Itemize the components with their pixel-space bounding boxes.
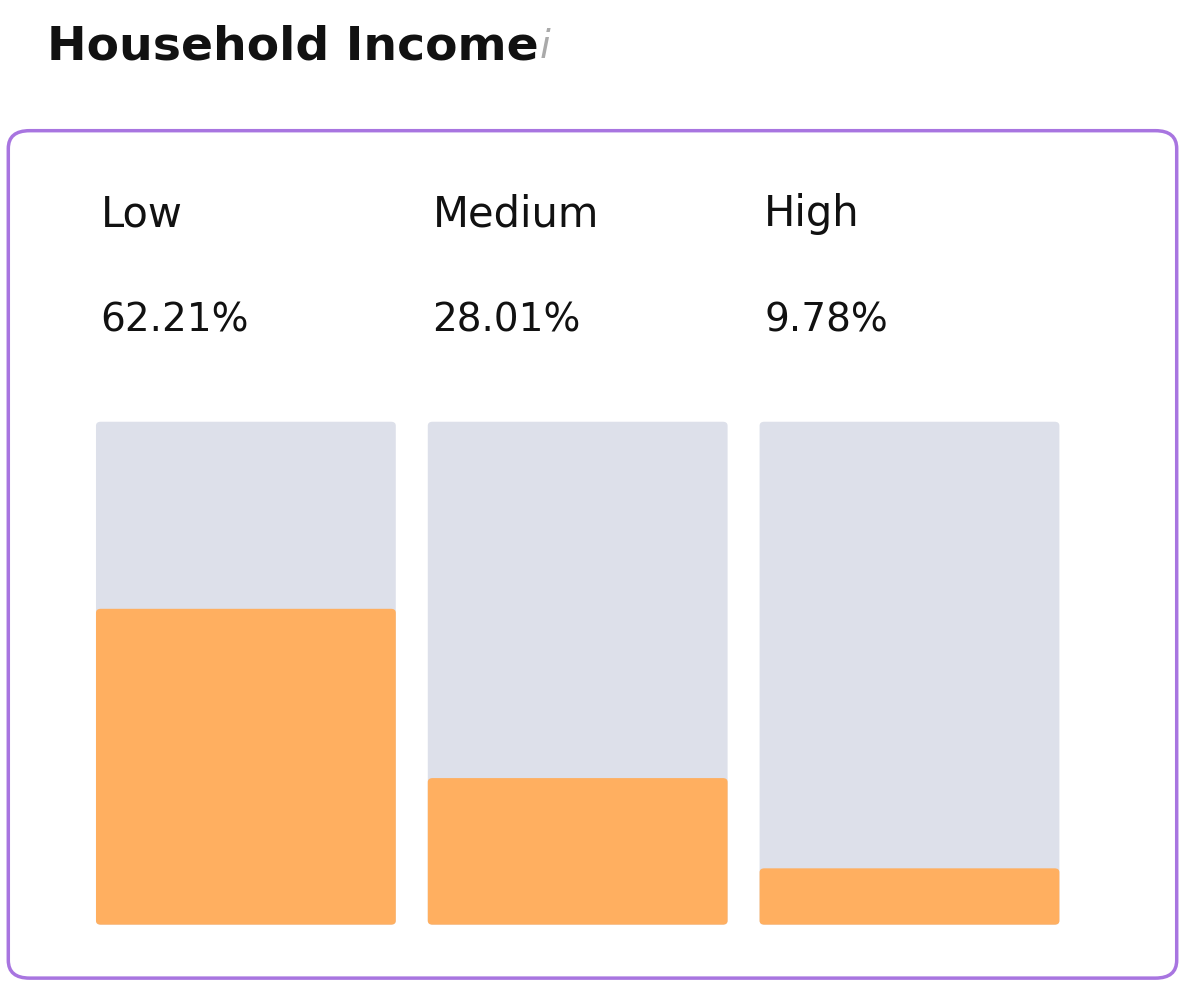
Text: Medium: Medium — [433, 193, 598, 235]
Text: 9.78%: 9.78% — [764, 302, 888, 340]
FancyBboxPatch shape — [760, 422, 1059, 925]
Text: 62.21%: 62.21% — [101, 302, 249, 340]
Text: 28.01%: 28.01% — [433, 302, 581, 340]
FancyBboxPatch shape — [8, 131, 1177, 978]
Text: Household Income: Household Income — [47, 25, 539, 69]
FancyBboxPatch shape — [96, 609, 396, 925]
FancyBboxPatch shape — [96, 422, 396, 925]
FancyBboxPatch shape — [428, 778, 728, 925]
Text: Low: Low — [101, 193, 182, 235]
FancyBboxPatch shape — [760, 868, 1059, 925]
Text: i: i — [539, 28, 550, 65]
FancyBboxPatch shape — [428, 422, 728, 925]
Text: High: High — [764, 193, 860, 235]
